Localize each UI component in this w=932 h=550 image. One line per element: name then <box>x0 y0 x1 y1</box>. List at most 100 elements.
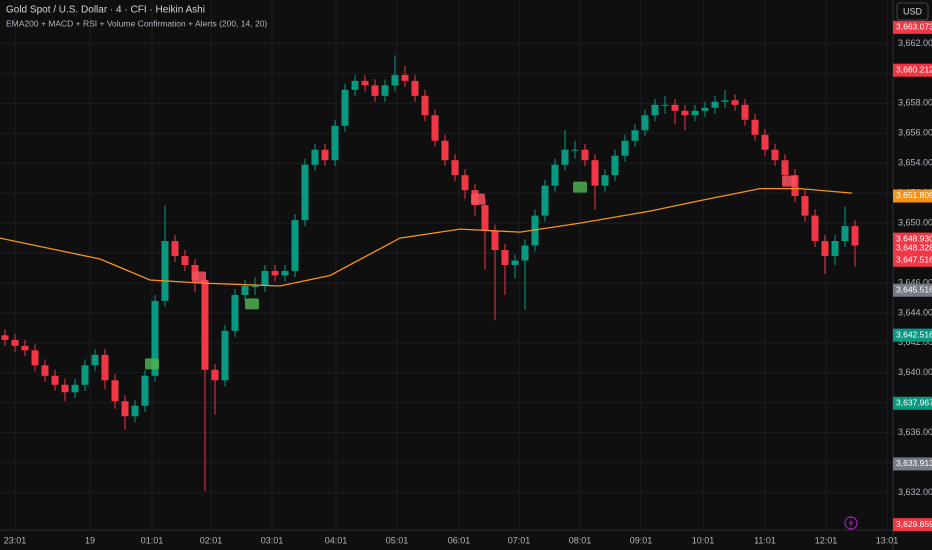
candle-body <box>11 339 19 346</box>
candle-body <box>761 134 769 150</box>
candle-body <box>31 350 39 366</box>
y-tick-label: 3,644.000 <box>898 307 932 317</box>
candle-body <box>41 365 49 376</box>
price-label: 3,660.212 <box>896 64 932 74</box>
alert-circle[interactable] <box>844 516 858 530</box>
signal-marker <box>245 298 259 310</box>
candle-body <box>321 149 329 161</box>
candle-body <box>61 384 69 393</box>
candle-body <box>571 149 579 151</box>
candle-body <box>541 185 549 216</box>
candle-body <box>681 110 689 116</box>
candle-body <box>111 380 119 402</box>
price-label-box <box>893 253 932 267</box>
candle-body <box>621 140 629 156</box>
price-label-box <box>893 283 932 297</box>
x-tick-label: 01:01 <box>141 535 164 545</box>
candle-body <box>711 101 719 108</box>
indicator-title: EMA200 + MACD + RSI + Volume Confirmatio… <box>6 18 267 28</box>
candle-body <box>661 104 669 106</box>
candle-body <box>251 285 259 287</box>
y-tick-label: 3,636.000 <box>898 427 932 437</box>
signal-marker <box>471 193 485 205</box>
alert-bolt[interactable] <box>848 518 854 528</box>
x-tick-label: 06:01 <box>448 535 471 545</box>
candle-body <box>691 110 699 116</box>
candle-body <box>101 354 109 381</box>
candle-body <box>411 80 419 96</box>
x-tick-label: 03:01 <box>261 535 284 545</box>
candle-body <box>701 107 709 111</box>
price-label: 3,645.516 <box>896 284 932 294</box>
y-tick-label: 3,640.000 <box>898 367 932 377</box>
x-tick-label: 12:01 <box>815 535 838 545</box>
price-label: 3,648.328 <box>896 242 932 252</box>
currency-button[interactable] <box>896 2 929 21</box>
price-label-box <box>893 189 932 203</box>
candle-body <box>821 241 829 257</box>
candle-body <box>121 401 129 417</box>
candle-body <box>831 241 839 257</box>
candle-body <box>91 354 99 366</box>
x-tick-label: 07:01 <box>508 535 531 545</box>
candle-body <box>741 104 749 120</box>
grid <box>0 0 893 530</box>
y-tick-label: 3,658.000 <box>898 98 932 108</box>
candle-body <box>1 335 9 340</box>
candle-body <box>771 149 779 161</box>
candle-body <box>301 164 309 221</box>
candle-body <box>561 149 569 165</box>
currency-label[interactable]: USD <box>903 6 923 16</box>
x-tick-label: 05:01 <box>386 535 409 545</box>
candle-body <box>671 104 679 111</box>
x-tick-label: 02:01 <box>200 535 223 545</box>
candle-body <box>51 375 59 385</box>
candle-body <box>21 345 29 351</box>
candle-body <box>391 74 399 86</box>
price-label: 3,647.516 <box>896 255 932 265</box>
candle-body <box>261 270 269 286</box>
y-tick-label: 3,632.000 <box>898 487 932 497</box>
signal-marker <box>573 181 587 193</box>
signal-marker <box>145 358 159 370</box>
candle-body <box>351 80 359 90</box>
x-tick-label: 19 <box>85 535 95 545</box>
price-label-box <box>893 20 932 34</box>
candle-body <box>131 405 139 417</box>
candle-body <box>401 74 409 81</box>
x-tick-label: 09:01 <box>630 535 653 545</box>
candle-body <box>811 215 819 242</box>
candle-body <box>601 175 609 186</box>
candle-body <box>241 285 249 295</box>
candle-body <box>801 196 809 216</box>
candle-body <box>331 125 339 161</box>
price-label: 3,663.073 <box>896 22 932 32</box>
candle-body <box>781 160 789 176</box>
candle-body <box>751 119 759 135</box>
alert-icon[interactable] <box>844 516 858 530</box>
x-tick-label: 08:01 <box>569 535 592 545</box>
signal-marker <box>192 271 206 283</box>
candle-body <box>461 175 469 191</box>
candle-body <box>161 241 169 301</box>
candle-body <box>361 80 369 86</box>
candle-body <box>421 95 429 116</box>
candle-body <box>371 85 379 96</box>
candle-body <box>151 300 159 376</box>
candle-body <box>641 115 649 131</box>
y-tick-label: 3,662.000 <box>898 38 932 48</box>
price-label: 3,633.913 <box>896 458 932 468</box>
candle-body <box>221 330 229 381</box>
price-label: 3,648.930 <box>896 233 932 243</box>
candle-body <box>171 241 179 257</box>
candle-body <box>511 260 519 265</box>
candle-body <box>581 149 589 161</box>
candle-body <box>141 375 149 406</box>
candle-body <box>591 160 599 186</box>
candle-body <box>841 226 849 242</box>
y-tick-label: 3,650.000 <box>898 217 932 227</box>
candle-body <box>721 100 729 102</box>
candle-body <box>211 369 219 381</box>
